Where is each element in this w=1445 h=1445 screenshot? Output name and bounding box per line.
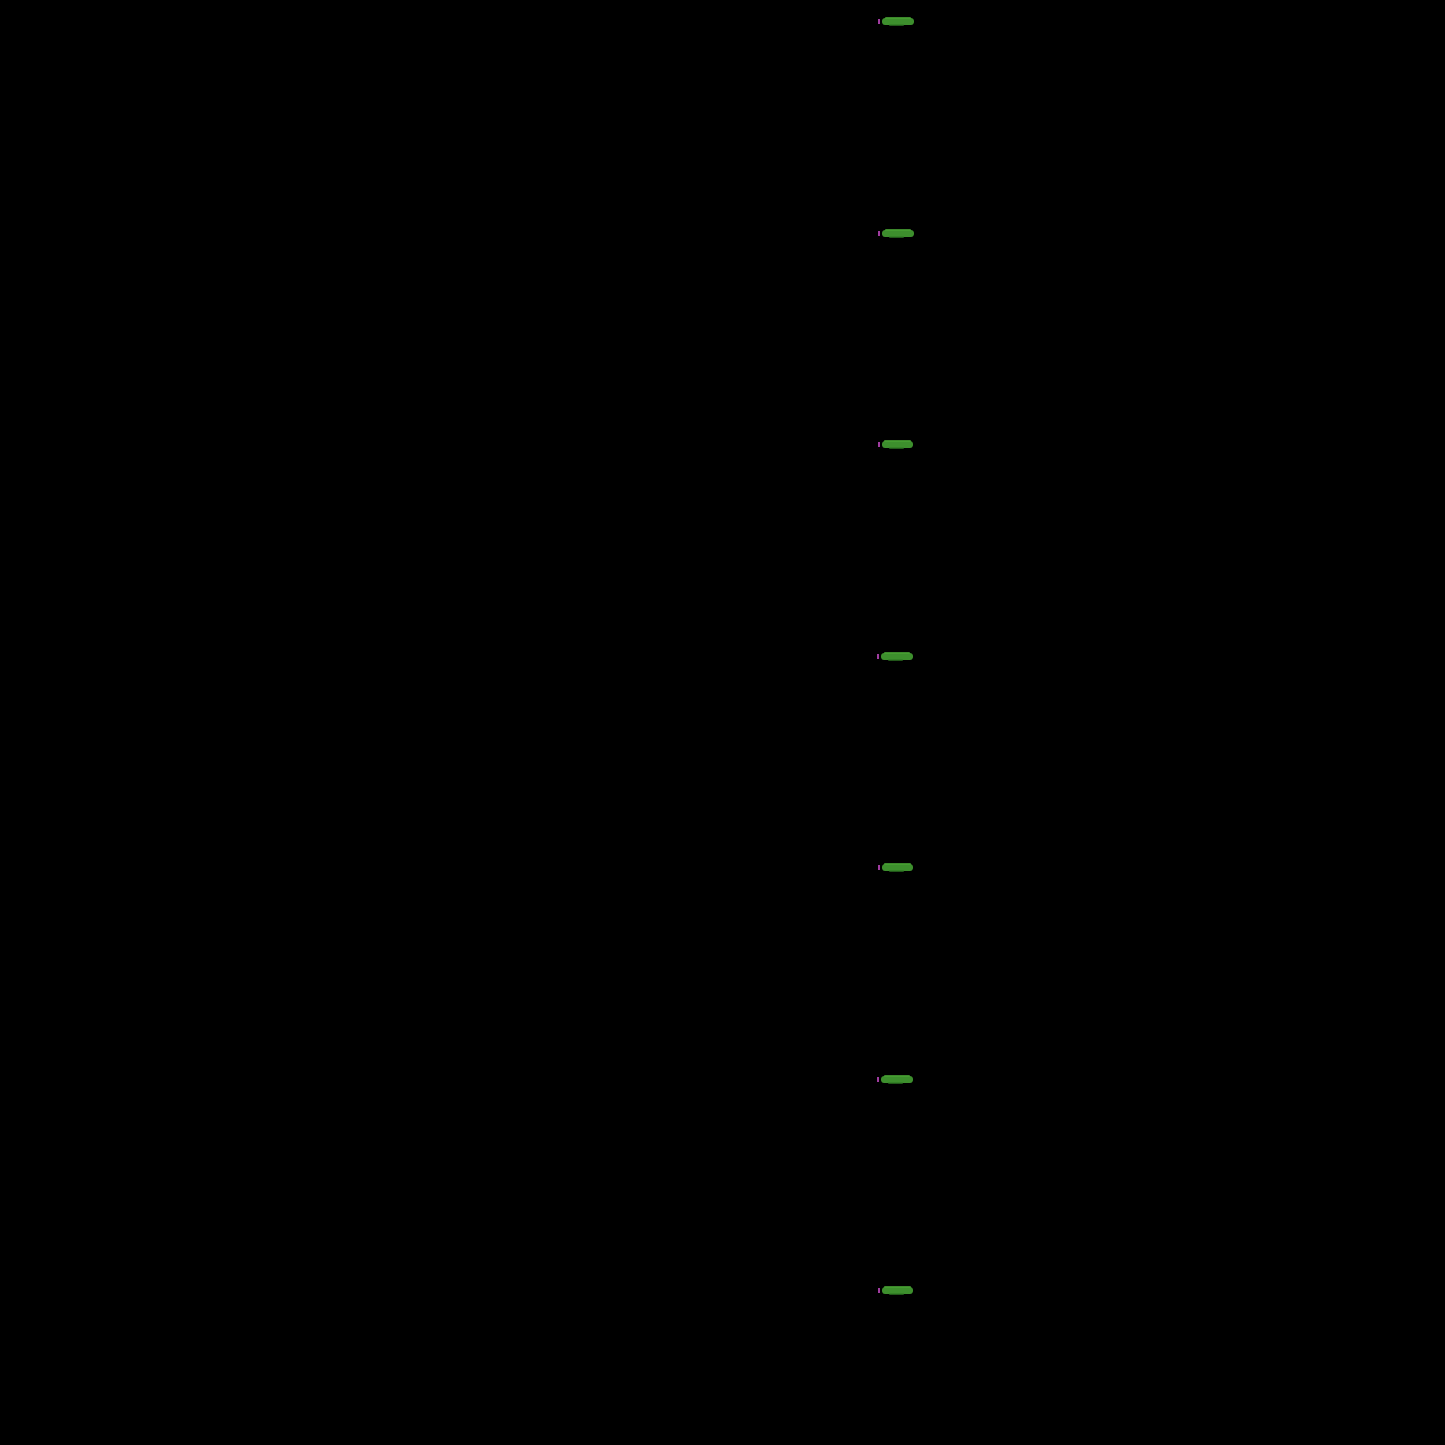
marker-row <box>878 17 914 26</box>
marker-accent-dot-icon <box>878 442 880 447</box>
marker-row <box>878 863 913 872</box>
marker-bar <box>882 863 913 872</box>
marker-accent-dot-icon <box>878 19 880 24</box>
marker-label <box>882 1287 913 1294</box>
marker-row <box>877 1075 913 1084</box>
marker-label <box>881 1076 913 1083</box>
marker-label <box>882 441 913 448</box>
marker-bar <box>882 17 914 26</box>
marker-row <box>878 1286 913 1295</box>
marker-accent-dot-icon <box>878 865 880 870</box>
marker-bar <box>882 229 914 238</box>
marker-row <box>878 440 913 449</box>
marker-accent-dot-icon <box>877 1077 879 1082</box>
marker-label <box>881 653 913 660</box>
marker-bar <box>881 652 913 661</box>
marker-row <box>878 229 914 238</box>
marker-bar <box>882 440 913 449</box>
marker-label <box>882 230 914 237</box>
marker-accent-dot-icon <box>878 1288 880 1293</box>
marker-label <box>882 18 914 25</box>
marker-label <box>882 864 913 871</box>
marker-row <box>877 652 913 661</box>
marker-accent-dot-icon <box>878 231 880 236</box>
marker-bar <box>881 1075 913 1084</box>
marker-accent-dot-icon <box>877 654 879 659</box>
marker-bar <box>882 1286 913 1295</box>
